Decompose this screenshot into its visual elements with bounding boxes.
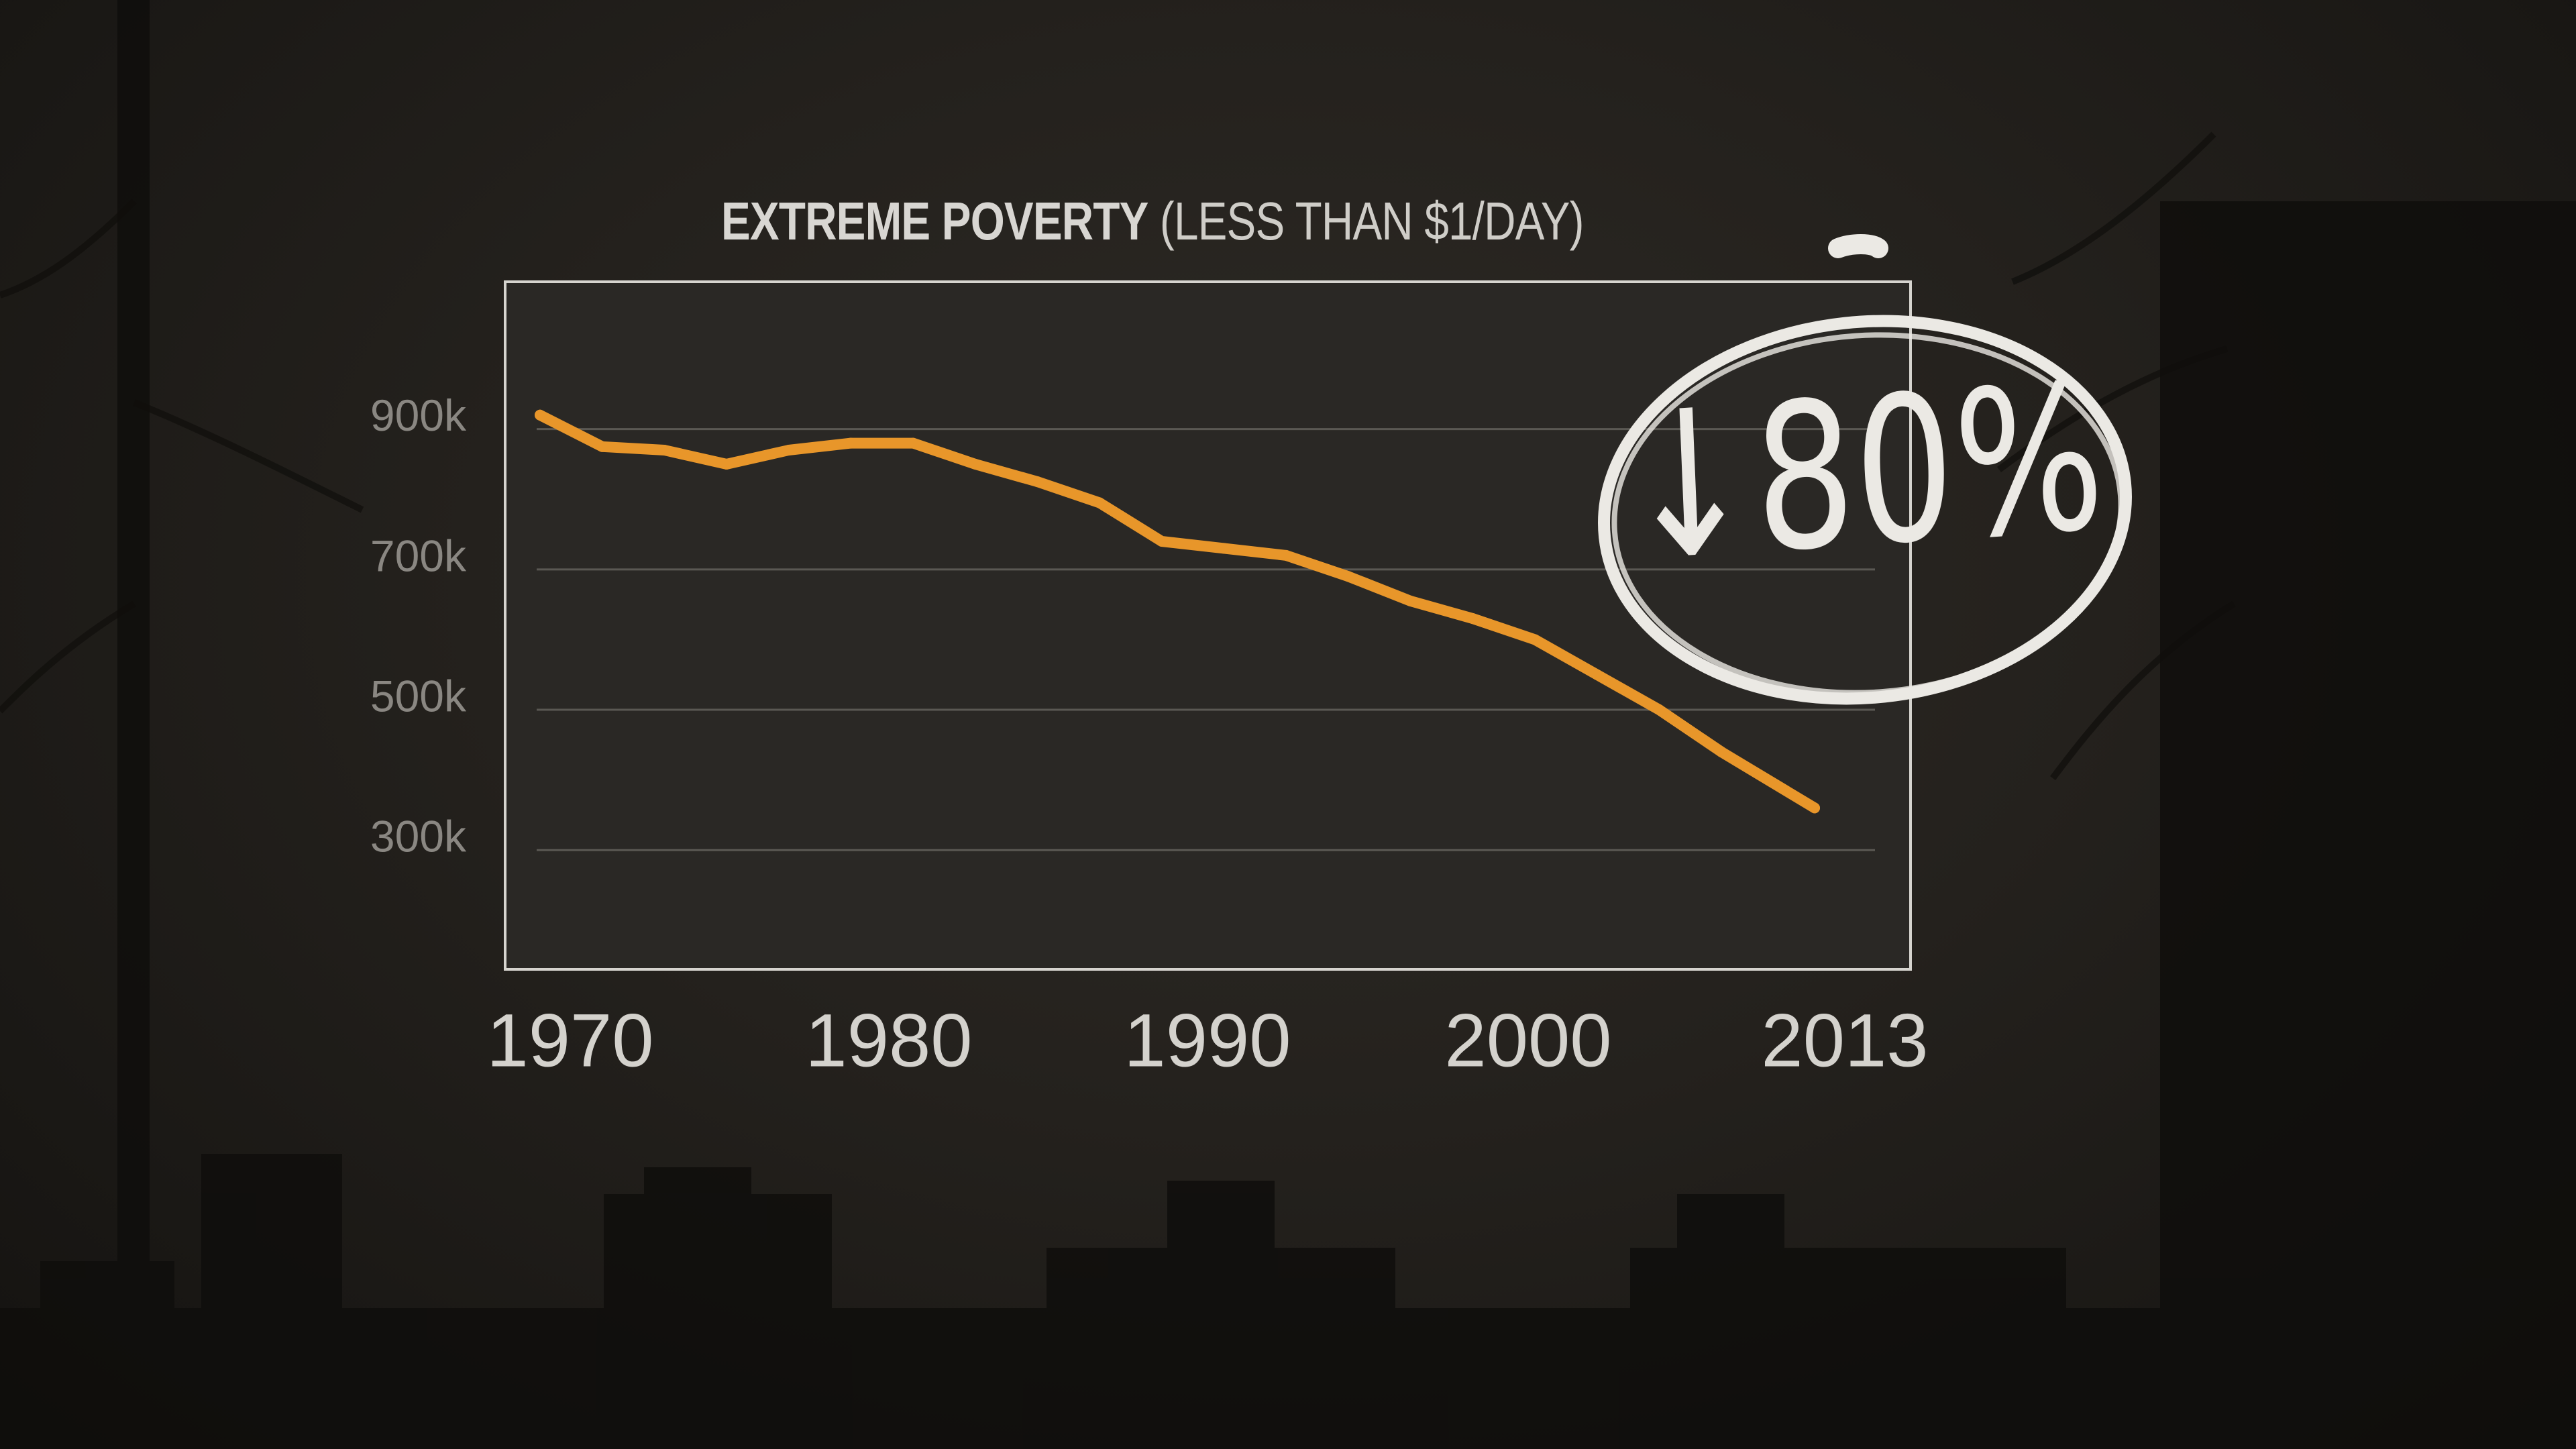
data-point: [1032, 476, 1043, 488]
annotation-circle: [1598, 234, 2132, 705]
data-point: [659, 445, 670, 455]
data-point: [1591, 669, 1603, 680]
data-point: [1405, 595, 1416, 606]
x-tick-label: 1990: [1124, 999, 1291, 1083]
data-point: [596, 441, 608, 452]
data-point: [783, 445, 794, 455]
data-point: [1716, 746, 1727, 757]
data-point: [969, 458, 981, 470]
x-tick-label: 2013: [1761, 999, 1928, 1083]
chart-title: EXTREME POVERTY (LESS THAN $1/DAY): [721, 181, 1584, 262]
data-point: [1218, 543, 1230, 554]
y-tick-label: 900k: [370, 390, 467, 440]
data-point: [908, 437, 919, 449]
x-tick-label: 1970: [486, 999, 653, 1083]
data-point: [535, 409, 545, 421]
data-point: [1467, 613, 1479, 624]
data-point: [1156, 536, 1167, 547]
percent-change-annotation: ↓80%: [1618, 340, 2108, 606]
data-point: [1809, 802, 1820, 814]
chart-title-subtitle: (LESS THAN $1/DAY): [1159, 191, 1585, 251]
data-point: [1529, 634, 1540, 645]
data-point: [1342, 571, 1354, 582]
data-point: [1654, 704, 1665, 715]
x-tick-label: 2000: [1444, 999, 1611, 1083]
data-point: [1094, 497, 1106, 508]
y-tick-label: 500k: [370, 671, 467, 720]
data-point: [845, 437, 857, 449]
chart-title-bold: EXTREME POVERTY: [721, 191, 1148, 251]
x-tick-label: 1980: [805, 999, 972, 1083]
data-point: [1281, 549, 1292, 561]
y-tick-label: 700k: [370, 531, 467, 580]
data-point: [721, 458, 732, 470]
y-tick-label: 300k: [370, 812, 467, 861]
